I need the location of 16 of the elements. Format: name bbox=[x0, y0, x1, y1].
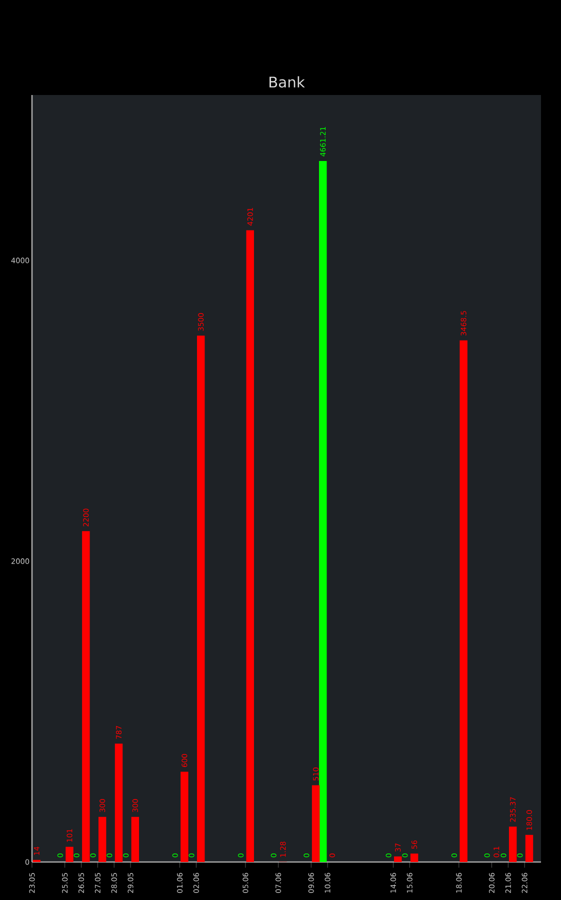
bar bbox=[131, 816, 140, 862]
bar bbox=[410, 854, 418, 862]
bar bbox=[508, 826, 517, 862]
bar bbox=[98, 816, 106, 862]
bar bbox=[196, 336, 205, 862]
bar bbox=[319, 160, 327, 862]
bar bbox=[394, 856, 402, 862]
bar bbox=[460, 340, 468, 862]
bar bbox=[180, 772, 188, 862]
bar bbox=[525, 834, 534, 862]
bar bbox=[66, 846, 74, 862]
bar bbox=[246, 230, 254, 862]
chart-title: Bank bbox=[270, 76, 305, 88]
bar bbox=[114, 744, 123, 862]
bar bbox=[82, 531, 90, 862]
bar bbox=[312, 785, 320, 862]
